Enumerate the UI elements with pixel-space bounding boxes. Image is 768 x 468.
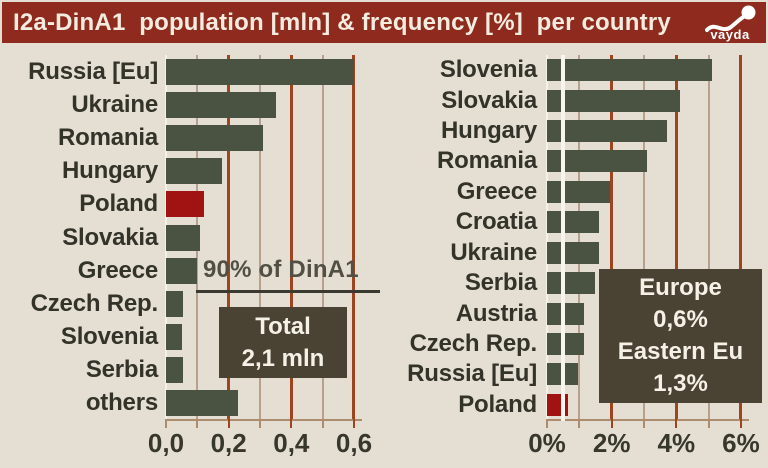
x-axis-line — [166, 419, 362, 421]
x-axis-line — [547, 419, 749, 421]
gridline-zero — [546, 55, 548, 421]
bar-czech-rep — [166, 290, 184, 317]
bar-hungary — [547, 120, 667, 143]
bar-label-serbia: Serbia — [85, 356, 158, 384]
bar-label-romania: Romania — [58, 123, 158, 151]
x-axis-tick-label: 0% — [528, 428, 566, 458]
bar-label-others: others — [85, 389, 158, 417]
bar-label-hungary: Hungary — [441, 117, 537, 145]
axis-tick — [546, 419, 548, 428]
axis-tick — [258, 419, 261, 428]
bar-slovakia — [166, 224, 201, 251]
axis-tick — [707, 419, 710, 428]
axis-tick — [675, 419, 678, 428]
bar-romania — [547, 150, 648, 173]
bar-label-romania: Romania — [437, 147, 537, 175]
axis-tick — [165, 419, 167, 428]
bar-russia-eu — [166, 58, 354, 85]
bar-label-russia-eu: Russia [Eu] — [407, 360, 537, 388]
x-axis-tick-label: 0,2 — [210, 428, 247, 458]
europe-box-line4: 1,3% — [653, 369, 708, 397]
bar-label-poland: Poland — [79, 190, 158, 218]
bar-greece — [166, 257, 198, 284]
axis-tick — [352, 419, 355, 428]
bar-label-czech-rep: Czech Rep. — [409, 329, 538, 357]
bar-label-slovenia: Slovenia — [60, 323, 158, 351]
x-axis-tick-label: 4% — [657, 428, 696, 458]
bar-label-poland: Poland — [458, 390, 537, 418]
europe-box-line3: Eastern Eu — [617, 338, 744, 365]
bar-slovakia — [547, 89, 680, 112]
bar-label-russia-eu: Russia [Eu] — [28, 57, 158, 85]
bar-label-ukraine: Ukraine — [71, 90, 158, 118]
reference-line-europe-average — [561, 55, 566, 421]
bar-austria — [547, 302, 585, 325]
vayda-logo: vayda — [699, 2, 761, 43]
axis-tick — [290, 419, 293, 428]
europe-box: Europe 0,6% Eastern Eu 1,3% — [599, 269, 762, 403]
gridline-minor — [578, 55, 581, 421]
bar-croatia — [547, 211, 599, 234]
bar-slovenia — [547, 59, 712, 82]
axis-tick — [578, 419, 581, 428]
axis-tick — [196, 419, 199, 428]
gridline-minor — [258, 55, 261, 421]
gridline-minor — [707, 55, 710, 421]
bar-serbia — [547, 272, 596, 295]
bar-ukraine — [166, 91, 276, 118]
page-title: I2a-DinA1 population [mln] & frequency [… — [13, 8, 671, 36]
logo-label: vayda — [710, 27, 750, 42]
bar-serbia — [166, 357, 184, 384]
total-box-line2: 2,1 mln — [241, 344, 325, 372]
wave-dot-icon — [702, 3, 758, 35]
bar-label-slovakia: Slovakia — [62, 223, 158, 251]
bar-label-czech-rep: Czech Rep. — [30, 289, 159, 317]
bar-czech-rep — [547, 332, 585, 355]
gridline-major — [227, 55, 231, 421]
annotation-separator-line — [196, 290, 380, 293]
gridline-minor — [321, 55, 324, 421]
bar-label-croatia: Croatia — [455, 208, 537, 236]
bar-greece — [547, 180, 611, 203]
total-box: Total 2,1 mln — [219, 307, 347, 378]
gridline-major — [289, 55, 293, 421]
axis-tick — [739, 419, 742, 428]
gridline-major — [674, 55, 678, 421]
bar-label-austria: Austria — [455, 299, 537, 327]
bar-romania — [166, 124, 264, 151]
x-axis-tick-label: 0,0 — [147, 428, 185, 458]
x-axis-tick-label: 6% — [722, 428, 760, 458]
header-bar: I2a-DinA1 population [mln] & frequency [… — [2, 2, 766, 43]
gridline-major — [352, 55, 356, 421]
gridline-major — [739, 55, 743, 421]
bar-label-slovakia: Slovakia — [441, 86, 537, 114]
annotation-90-percent: 90% of DinA1 — [203, 256, 359, 283]
total-box-line1: Total — [255, 312, 311, 340]
bar-label-slovenia: Slovenia — [439, 56, 537, 84]
axis-tick — [610, 419, 613, 428]
europe-box-line1: Europe — [639, 274, 722, 302]
bar-label-greece: Greece — [456, 177, 537, 205]
bar-poland — [166, 191, 204, 218]
axis-tick — [642, 419, 645, 428]
bar-label-hungary: Hungary — [62, 157, 158, 185]
europe-box-line2: 0,6% — [653, 306, 708, 334]
x-axis-tick-label: 0,6 — [335, 428, 373, 458]
bar-label-ukraine: Ukraine — [450, 238, 537, 266]
x-axis-tick-label: 2% — [592, 428, 631, 458]
gridline-minor — [642, 55, 645, 421]
axis-tick — [321, 419, 324, 428]
bar-hungary — [166, 158, 223, 185]
x-axis-tick-label: 0,4 — [273, 428, 310, 458]
gridline-major — [610, 55, 614, 421]
bar-label-greece: Greece — [77, 256, 158, 284]
axis-tick — [227, 419, 230, 428]
bar-ukraine — [547, 241, 599, 264]
bar-others — [166, 390, 239, 417]
bar-label-serbia: Serbia — [464, 269, 537, 297]
bar-slovenia — [166, 324, 182, 351]
